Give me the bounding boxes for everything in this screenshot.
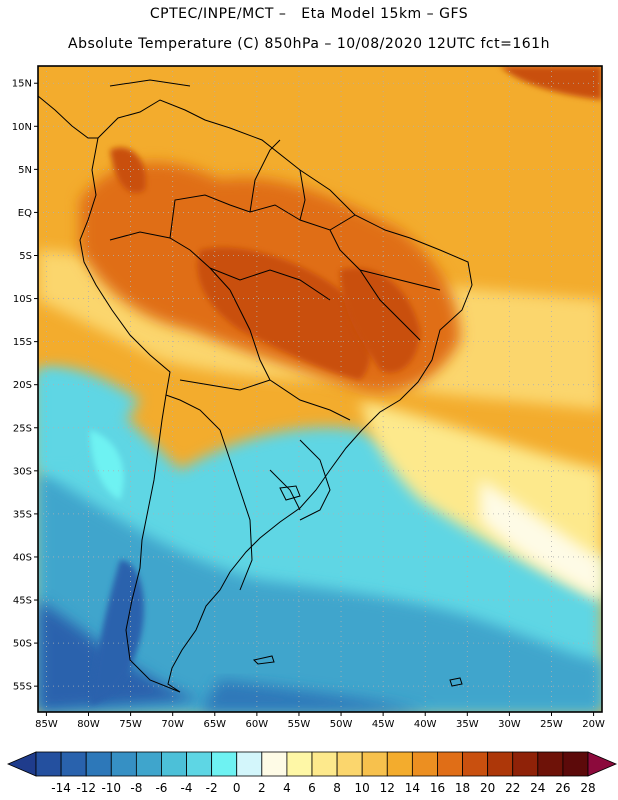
lon-tick-label: 20W bbox=[582, 719, 605, 730]
legend-swatch bbox=[35, 751, 62, 777]
legend-swatch bbox=[261, 751, 288, 777]
legend-label: -4 bbox=[181, 781, 193, 795]
lat-tick-label: 5S bbox=[19, 251, 32, 262]
legend-label: 26 bbox=[555, 781, 570, 795]
lat-tick-label: 35S bbox=[13, 509, 32, 520]
lon-tick-label: 55W bbox=[288, 719, 311, 730]
legend-overflow-triangle bbox=[587, 751, 618, 777]
grid-lines bbox=[38, 66, 602, 712]
legend-swatch bbox=[462, 751, 489, 777]
lon-tick-label: 50W bbox=[330, 719, 353, 730]
legend-swatch bbox=[562, 751, 589, 777]
legend-label: 12 bbox=[380, 781, 395, 795]
legend-swatch bbox=[537, 751, 564, 777]
lat-tick-label: 15S bbox=[13, 337, 32, 348]
legend-swatch bbox=[85, 751, 112, 777]
legend-swatch bbox=[487, 751, 514, 777]
lat-tick-label: 55S bbox=[13, 682, 32, 693]
lat-tick-label: 45S bbox=[13, 596, 32, 607]
legend-label: -14 bbox=[51, 781, 71, 795]
legend-swatch bbox=[286, 751, 313, 777]
lon-tick-label: 75W bbox=[119, 719, 142, 730]
legend-swatch bbox=[361, 751, 388, 777]
legend-swatch bbox=[211, 751, 238, 777]
temperature-field bbox=[38, 66, 602, 712]
legend-swatch bbox=[311, 751, 338, 777]
legend-swatch bbox=[512, 751, 539, 777]
latitude-axis: 15N 10N 5N EQ 5S 10S 15S 20S 25S 30S 35S 40S 45S 50S 5… bbox=[12, 79, 38, 693]
legend-label: -8 bbox=[130, 781, 142, 795]
legend-label: 14 bbox=[405, 781, 420, 795]
legend-swatch bbox=[161, 751, 187, 777]
legend-label: -12 bbox=[76, 781, 96, 795]
legend-label: 4 bbox=[283, 781, 291, 795]
legend-swatch bbox=[186, 751, 213, 777]
chart-title-line1: CPTEC/INPE/MCT – Eta Model 15km – GFS bbox=[149, 6, 469, 22]
legend-swatch bbox=[60, 751, 87, 777]
lat-tick-label: 30S bbox=[13, 466, 32, 477]
lon-tick-label: 65W bbox=[203, 719, 226, 730]
legend-swatch bbox=[411, 751, 438, 777]
legend-label: 28 bbox=[580, 781, 595, 795]
lat-tick-label: 10N bbox=[12, 122, 32, 133]
legend-label: 0 bbox=[233, 781, 241, 795]
lat-tick-label: 20S bbox=[13, 380, 32, 391]
legend-label: 20 bbox=[480, 781, 495, 795]
legend-swatch bbox=[336, 751, 363, 777]
legend-label: 18 bbox=[455, 781, 470, 795]
lon-tick-label: 35W bbox=[456, 719, 479, 730]
legend-label: 2 bbox=[258, 781, 266, 795]
legend-label: 22 bbox=[505, 781, 520, 795]
legend-swatch bbox=[135, 751, 162, 777]
legend-label: -10 bbox=[101, 781, 121, 795]
lat-tick-label: 10S bbox=[13, 294, 32, 305]
legend-underflow-triangle bbox=[6, 751, 37, 777]
longitude-axis: 85W 80W 75W 70W 65W 60W 55W 50W 45W 40W 35W 30W 25W 2… bbox=[35, 712, 605, 730]
lat-tick-label: 40S bbox=[13, 552, 32, 563]
legend-label: -2 bbox=[206, 781, 218, 795]
legend-swatch bbox=[437, 751, 463, 777]
legend-label: 24 bbox=[530, 781, 545, 795]
lat-tick-label: 50S bbox=[13, 639, 32, 650]
lon-tick-label: 45W bbox=[372, 719, 395, 730]
legend-swatch bbox=[236, 751, 263, 777]
legend-label: 8 bbox=[333, 781, 341, 795]
lon-tick-label: 70W bbox=[161, 719, 184, 730]
color-legend: -14 -12 -10 -8 -6 -4 -2 0 2 4 6 8 10 12 14 16 18 20 22 24 26… bbox=[6, 751, 618, 795]
lat-tick-label: 5N bbox=[18, 165, 32, 176]
lat-tick-label: 15N bbox=[12, 79, 32, 90]
legend-label: -6 bbox=[155, 781, 167, 795]
legend-swatch bbox=[386, 751, 413, 777]
legend-swatch bbox=[110, 751, 137, 777]
lon-tick-label: 25W bbox=[540, 719, 563, 730]
lon-tick-label: 40W bbox=[414, 719, 437, 730]
coastlines bbox=[38, 79, 473, 693]
map-frame bbox=[37, 65, 603, 713]
chart-title-line2: Absolute Temperature (C) 850hPa – 10/08/… bbox=[68, 36, 550, 52]
lon-tick-label: 60W bbox=[246, 719, 269, 730]
lat-tick-label: 25S bbox=[13, 423, 32, 434]
lon-tick-label: 85W bbox=[35, 719, 58, 730]
legend-label: 16 bbox=[430, 781, 445, 795]
lon-tick-label: 80W bbox=[77, 719, 100, 730]
lat-tick-label: EQ bbox=[18, 208, 32, 219]
legend-label: 10 bbox=[355, 781, 370, 795]
legend-label: 6 bbox=[308, 781, 316, 795]
lon-tick-label: 30W bbox=[498, 719, 521, 730]
